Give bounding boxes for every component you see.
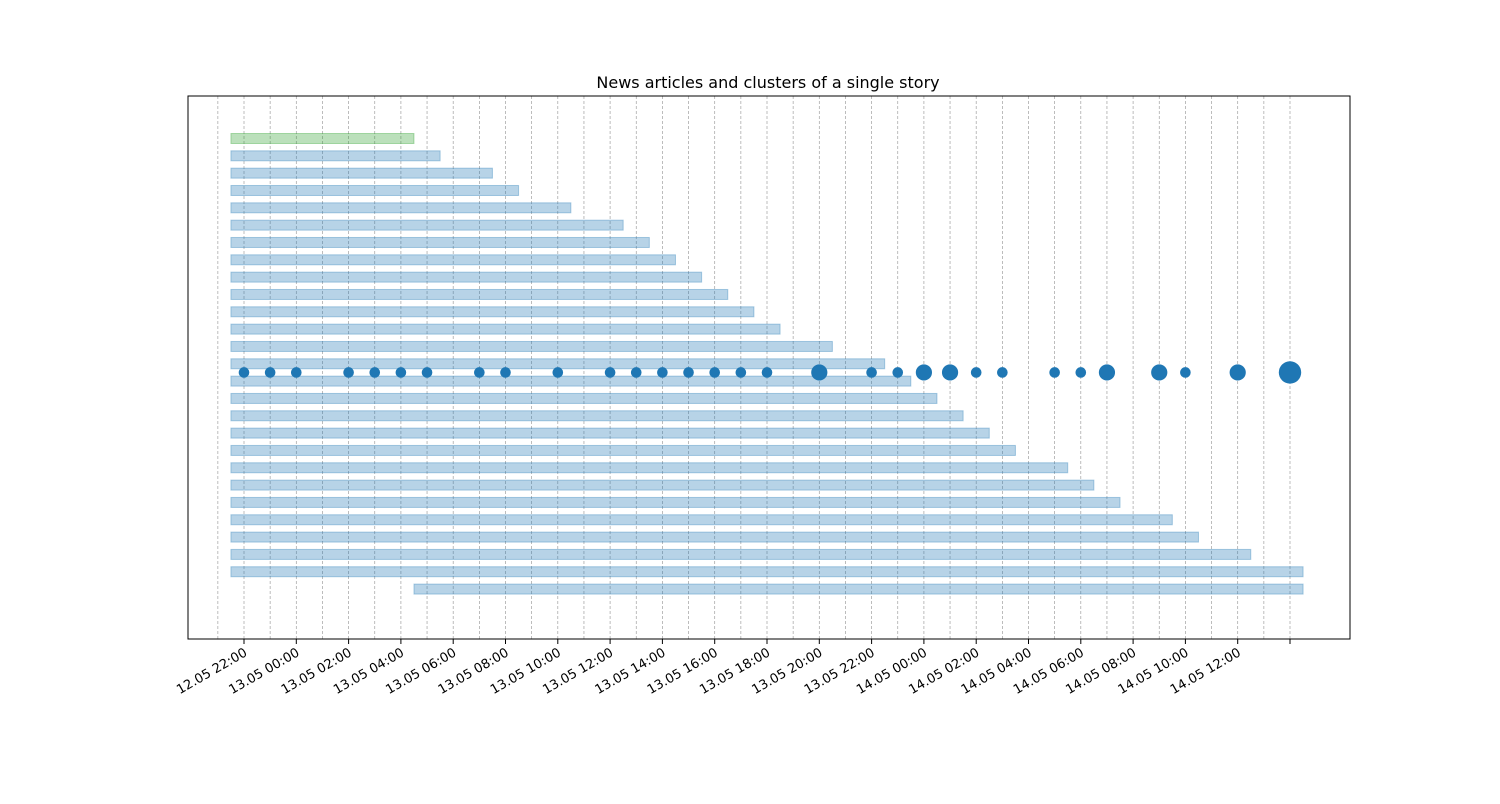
cluster-point [264, 367, 276, 378]
article-bar [230, 548, 1252, 560]
cluster-point [941, 364, 959, 381]
article-bar [230, 306, 755, 318]
article-bar [230, 254, 676, 266]
cluster-point [421, 367, 433, 378]
cluster-point [1151, 364, 1168, 381]
article-bar [230, 133, 415, 144]
article-bar [413, 583, 1304, 595]
cluster-point [552, 367, 564, 378]
article-bar [230, 271, 703, 283]
article-bar [230, 236, 650, 248]
cluster-point [866, 367, 877, 378]
cluster-point [1180, 367, 1191, 378]
article-bar [230, 184, 520, 196]
article-bar [230, 531, 1199, 543]
cluster-point [1049, 367, 1060, 378]
article-bar [230, 444, 1016, 456]
article-bar [230, 219, 624, 231]
cluster-point [474, 367, 485, 378]
cluster-point [630, 367, 642, 378]
cluster-point [735, 367, 747, 378]
cluster-point [970, 367, 982, 378]
cluster-point [811, 364, 828, 381]
cluster-point [761, 367, 773, 378]
cluster-point [709, 367, 720, 378]
cluster-point [291, 367, 302, 378]
cluster-point [238, 367, 250, 378]
cluster-point [395, 367, 407, 378]
cluster-point [657, 367, 668, 378]
article-bar [230, 392, 938, 404]
cluster-point [343, 367, 354, 378]
cluster-point [369, 367, 381, 378]
article-bar [230, 375, 912, 387]
chart-title: News articles and clusters of a single s… [596, 73, 939, 92]
article-bar [230, 288, 729, 300]
cluster-point [915, 364, 932, 381]
article-bar [230, 410, 964, 422]
cluster-point [500, 367, 511, 378]
cluster-point [1098, 364, 1116, 381]
cluster-point [1278, 361, 1302, 384]
cluster-point [892, 367, 904, 378]
article-bar [230, 427, 990, 439]
article-bar [230, 462, 1069, 474]
cluster-point [1075, 367, 1087, 378]
article-bar [230, 150, 441, 162]
plot-frame [187, 95, 1351, 640]
article-bar [230, 479, 1095, 491]
cluster-point [604, 367, 616, 378]
bar-layer [230, 133, 1304, 595]
article-bar [230, 167, 493, 179]
article-bar [230, 514, 1173, 526]
article-bar [230, 202, 572, 214]
article-bar [230, 340, 833, 352]
cluster-point [1229, 364, 1246, 381]
article-bar [230, 496, 1121, 508]
cluster-point [683, 367, 694, 378]
cluster-point [997, 367, 1008, 378]
article-bar [230, 323, 781, 335]
article-bar [230, 566, 1304, 578]
cluster-layer [238, 361, 1302, 384]
